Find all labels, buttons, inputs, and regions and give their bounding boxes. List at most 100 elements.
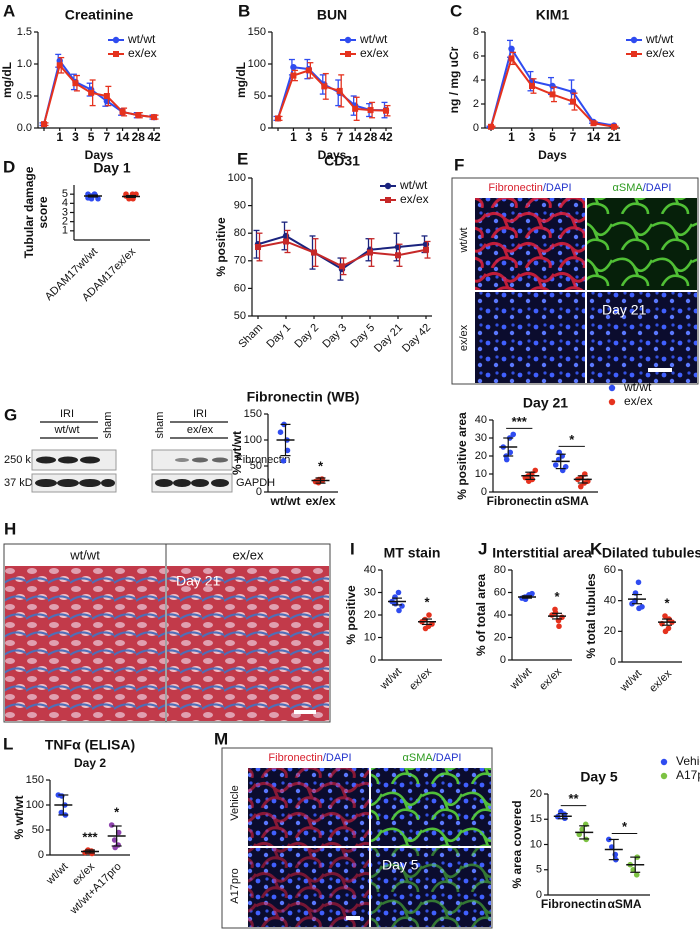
y-tick-label: 50 xyxy=(32,824,44,836)
x-tick-label: 1 xyxy=(56,130,63,144)
stain: /DAPI xyxy=(433,752,462,764)
point xyxy=(577,483,584,490)
chart-title: Fibronectin (WB) xyxy=(247,389,360,405)
micrograph-overlay xyxy=(587,198,697,290)
legend-marker xyxy=(630,36,638,44)
micrograph-overlay xyxy=(371,848,491,927)
point xyxy=(119,109,126,115)
y-tick-label: 0 xyxy=(536,889,542,901)
y-tick-label: 1 xyxy=(62,225,68,237)
point xyxy=(280,458,287,464)
panel-letter: J xyxy=(478,539,487,558)
column-title: ex/ex xyxy=(232,547,264,562)
y-tick-label: 0 xyxy=(610,656,616,668)
x-tick-label: 5 xyxy=(549,130,556,144)
x-tick-label: Fibronectin xyxy=(541,897,606,911)
panel-letter: G xyxy=(4,405,17,424)
point xyxy=(305,67,312,74)
panel-letter: F xyxy=(454,155,464,174)
panel-letter: D xyxy=(3,157,15,176)
point xyxy=(395,589,402,596)
sig-label: * xyxy=(318,458,324,473)
group-label: IRI xyxy=(60,408,74,420)
micrograph-overlay xyxy=(475,198,585,290)
point xyxy=(556,623,562,630)
legend-marker xyxy=(660,772,668,780)
micrograph xyxy=(475,292,585,383)
point xyxy=(639,604,645,610)
x-tick-label: 42 xyxy=(147,130,161,144)
y-tick-label: 2 xyxy=(62,216,68,228)
legend-label: wt/wt xyxy=(127,32,156,46)
y-axis-label: mg/dL xyxy=(234,62,248,98)
scale-bar xyxy=(346,916,360,920)
y-tick-label: 40 xyxy=(475,414,487,426)
image-label: Day 21 xyxy=(176,573,221,589)
y-tick-label: 20 xyxy=(364,609,376,621)
marker-label: 250 kD xyxy=(4,454,39,466)
x-tick-label: Day 2 xyxy=(292,322,321,351)
micrograph-overlay xyxy=(248,848,369,927)
panel-letter: A xyxy=(3,1,15,20)
chart-title: BUN xyxy=(317,7,347,23)
bands xyxy=(35,456,229,487)
legend-marker xyxy=(344,36,352,44)
sig-label: * xyxy=(569,432,575,447)
sig-label: * xyxy=(622,819,628,834)
panel-letter: L xyxy=(3,734,13,753)
micrograph xyxy=(167,566,329,721)
point xyxy=(396,607,402,614)
point xyxy=(275,115,281,122)
point xyxy=(635,579,642,586)
x-tick-label: 14 xyxy=(587,130,601,144)
point xyxy=(552,462,559,468)
frame xyxy=(3,543,331,723)
y-tick-label: 40 xyxy=(364,564,376,576)
sig-label: * xyxy=(554,589,560,604)
y-tick-label: 0 xyxy=(260,122,266,134)
x-tick-label: wt/wt xyxy=(507,666,534,693)
band-label: GAPDH xyxy=(236,477,275,489)
sig-label: ** xyxy=(568,791,579,806)
y-tick-label: 4 xyxy=(62,197,68,209)
legend-label: wt/wt xyxy=(399,178,428,192)
point xyxy=(352,105,359,112)
y-tick-label: 0 xyxy=(38,849,44,861)
legend-marker xyxy=(345,51,351,57)
y-tick-label: 50 xyxy=(254,90,266,102)
x-axis-label: Days xyxy=(538,148,567,162)
y-tick-label: 0 xyxy=(370,654,376,666)
x-tick-label: 1 xyxy=(290,130,297,144)
y-axis-label: ng / mg uCr xyxy=(447,46,461,113)
chart-title: TNFα (ELISA) xyxy=(45,737,135,753)
point xyxy=(633,872,640,878)
chart-title: Dilated tubules xyxy=(602,545,700,561)
point xyxy=(277,429,284,436)
point xyxy=(339,263,345,270)
x-tick-label: 28 xyxy=(364,130,378,144)
point xyxy=(549,91,556,98)
x-tick-label: 7 xyxy=(104,130,111,144)
x-tick-label: ex/ex xyxy=(647,667,674,694)
y-tick-label: 100 xyxy=(244,434,262,446)
legend-label: wt/wt xyxy=(623,380,652,394)
legend-marker xyxy=(385,197,391,203)
legend-label: ex/ex xyxy=(400,192,429,206)
scale-bar xyxy=(648,368,672,372)
y-axis-label: % area covered xyxy=(510,800,524,888)
point xyxy=(367,107,374,114)
y-tick-label: 60 xyxy=(604,564,616,576)
point xyxy=(135,112,142,119)
x-tick-label: 7 xyxy=(570,130,577,144)
x-tick-label: 14 xyxy=(348,130,362,144)
y-tick-label: 20 xyxy=(494,631,506,643)
point xyxy=(399,603,405,609)
column-title: wt/wt xyxy=(69,547,100,562)
y-tick-label: 40 xyxy=(494,609,506,621)
y-tick-label: 15 xyxy=(530,813,542,825)
chart-title: Day 21 xyxy=(523,395,568,411)
column-title: Fibronectin/DAPI xyxy=(488,182,571,194)
panel-letter: M xyxy=(214,729,228,748)
y-tick-label: 0 xyxy=(500,654,506,666)
point xyxy=(508,45,515,52)
